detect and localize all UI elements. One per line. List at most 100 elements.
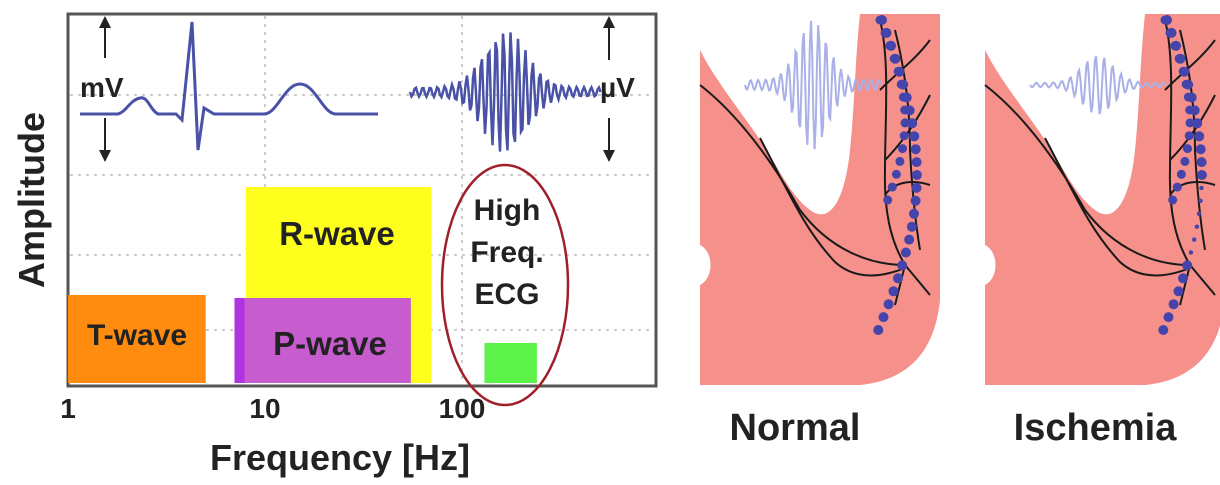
electrode-marker xyxy=(1165,28,1175,38)
ischemia-caption: Ischemia xyxy=(1014,407,1178,449)
x-tick-100: 100 xyxy=(439,393,486,424)
electrode-marker xyxy=(1163,312,1174,323)
conduction-line xyxy=(1189,264,1216,296)
conduction-line xyxy=(1164,19,1191,266)
electrode-marker xyxy=(899,131,909,141)
electrode-marker xyxy=(893,66,903,76)
electrode-marker xyxy=(1170,41,1180,51)
hf-ecg-waveform xyxy=(408,32,602,152)
ecg-waveform xyxy=(80,21,378,151)
conduction-line xyxy=(894,29,921,251)
electrode-marker xyxy=(1172,182,1182,192)
p-wave-band-edge xyxy=(234,298,245,383)
electrode-marker xyxy=(1198,198,1203,203)
conduction-line xyxy=(1179,264,1191,306)
electrode-marker xyxy=(1183,92,1193,102)
electrode-marker xyxy=(895,156,905,166)
conduction-line xyxy=(759,137,906,277)
electrode-marker xyxy=(1181,79,1191,89)
electrode-marker xyxy=(883,299,894,310)
electrode-marker xyxy=(1195,144,1206,155)
conduction-line xyxy=(884,181,931,196)
electrode-marker xyxy=(911,182,922,193)
electrode-marker xyxy=(1184,131,1194,141)
conduction-line xyxy=(879,19,906,266)
electrode-marker xyxy=(883,195,893,205)
x-tick-1: 1 xyxy=(60,393,76,424)
electrode-marker xyxy=(900,247,911,258)
electrode-marker xyxy=(900,118,910,128)
faint-hf-signal xyxy=(744,20,882,150)
p-wave-label: P-wave xyxy=(273,325,387,362)
electrode-marker xyxy=(1168,299,1179,310)
electrode-marker xyxy=(906,221,917,232)
spectrum-diagram: T-wave R-wave P-wave High Freq. ECG mV µ… xyxy=(11,12,658,478)
conduction-line xyxy=(1179,29,1206,251)
electrode-marker xyxy=(1192,237,1197,242)
hf-ecg-band xyxy=(484,343,537,383)
electrode-marker xyxy=(1182,260,1193,271)
hf-ecg-label-line3: ECG xyxy=(474,278,539,311)
electrode-marker xyxy=(1185,118,1195,128)
conduction-line xyxy=(1044,137,1191,277)
x-tick-10: 10 xyxy=(249,393,280,424)
electrode-marker xyxy=(893,273,903,284)
electrode-marker xyxy=(898,92,908,102)
electrode-marker xyxy=(1188,250,1194,255)
tissue-notch xyxy=(700,245,711,285)
conduction-line xyxy=(894,264,906,306)
electrode-marker xyxy=(1160,15,1170,25)
electrode-marker xyxy=(1178,66,1188,76)
electrode-marker xyxy=(1176,169,1186,179)
electrode-marker xyxy=(885,41,895,51)
t-wave-band xyxy=(68,295,206,383)
faint-hf-signal xyxy=(1029,55,1167,115)
electrode-marker xyxy=(904,234,915,245)
electrode-marker xyxy=(1196,157,1207,168)
conduction-line xyxy=(904,264,931,296)
electrode-marker xyxy=(888,286,899,297)
conduction-line xyxy=(1164,39,1216,91)
electrode-marker xyxy=(875,15,885,25)
p-wave-band xyxy=(234,298,411,383)
conduction-line xyxy=(879,39,931,91)
electrode-marker xyxy=(910,144,921,155)
electrode-marker xyxy=(891,169,901,179)
ischemia-heart-panel xyxy=(984,14,1220,385)
electrode-marker xyxy=(1158,325,1169,335)
r-wave-label: R-wave xyxy=(279,215,395,252)
electrode-marker xyxy=(1178,273,1188,284)
electrode-marker xyxy=(911,170,922,180)
electrode-marker xyxy=(1196,170,1207,180)
electrode-marker xyxy=(897,260,908,271)
x-axis-label: Frequency [Hz] xyxy=(210,437,470,478)
electrode-marker xyxy=(1199,185,1204,191)
electrode-marker xyxy=(1183,144,1192,154)
electrode-marker xyxy=(1174,54,1184,64)
mv-label: mV xyxy=(80,72,124,103)
uv-label: µV xyxy=(600,72,635,103)
electrode-marker xyxy=(873,325,884,335)
electrode-marker xyxy=(909,208,919,219)
conduction-line xyxy=(984,84,1191,266)
electrode-marker xyxy=(896,79,906,89)
hf-ecg-label-line2: Freq. xyxy=(470,236,543,269)
electrode-marker xyxy=(909,131,920,142)
electrode-marker xyxy=(878,312,889,323)
frequency-bands xyxy=(68,187,537,383)
electrode-marker xyxy=(1168,195,1178,205)
tissue-notch xyxy=(985,245,996,285)
electrode-marker xyxy=(1194,131,1205,142)
normal-heart-panel xyxy=(699,14,940,385)
hf-ecg-label-line1: High xyxy=(474,194,541,227)
electrode-marker xyxy=(1180,156,1190,166)
electrode-marker xyxy=(910,195,921,206)
electrode-marker xyxy=(1173,286,1184,297)
electrode-marker xyxy=(889,54,899,64)
electrode-marker xyxy=(898,144,907,154)
electrode-marker xyxy=(880,28,890,38)
y-axis-label: Amplitude xyxy=(11,112,52,288)
hf-ecg-ellipse xyxy=(440,163,570,407)
tissue-wall xyxy=(700,14,940,385)
electrode-marker xyxy=(1194,224,1200,229)
